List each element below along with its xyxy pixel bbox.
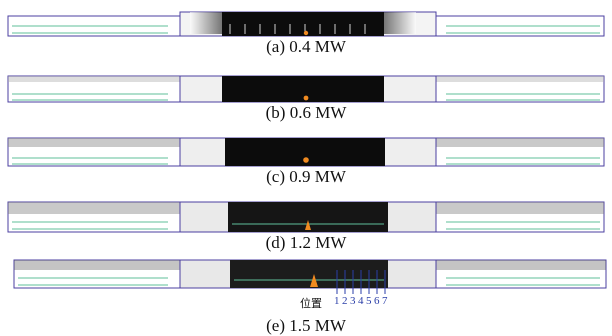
tunnel-smoke-figure-a bbox=[7, 11, 605, 37]
position-number: 3 bbox=[350, 295, 356, 307]
caption-a: (a) 0.4 MW bbox=[266, 37, 346, 56]
position-number: 2 bbox=[342, 295, 348, 307]
panel-a: (a) 0.4 MW bbox=[0, 0, 612, 60]
tunnel-smoke-figure-b bbox=[7, 75, 605, 103]
panel-e: (e) 1.5 MW bbox=[0, 256, 612, 335]
position-number: 7 bbox=[382, 295, 388, 307]
panel-c: (c) 0.9 MW bbox=[0, 130, 612, 190]
position-number: 1 bbox=[334, 295, 340, 307]
caption-e: (e) 1.5 MW bbox=[266, 316, 346, 335]
caption-c: (c) 0.9 MW bbox=[266, 167, 346, 186]
panel-b: (b) 0.6 MW bbox=[0, 66, 612, 126]
tunnel-smoke-figure-c bbox=[7, 137, 605, 167]
tunnel-smoke-figure-e bbox=[13, 259, 607, 294]
position-number: 6 bbox=[374, 295, 380, 307]
fire-source bbox=[303, 157, 309, 163]
jet-fans bbox=[229, 24, 366, 34]
fire-source bbox=[303, 30, 309, 36]
caption-b: (b) 0.6 MW bbox=[265, 103, 347, 122]
position-label: 位置 bbox=[300, 297, 322, 310]
fire-source bbox=[310, 274, 318, 287]
caption-d: (d) 1.2 MW bbox=[265, 233, 347, 252]
fire-source bbox=[303, 95, 309, 101]
panel-d: (d) 1.2 MW bbox=[0, 196, 612, 256]
vehicles-right bbox=[446, 25, 600, 34]
position-number: 5 bbox=[366, 295, 372, 307]
measurement-markers bbox=[336, 270, 386, 294]
tunnel-smoke-figure-d bbox=[7, 201, 605, 233]
vehicles-left bbox=[12, 25, 168, 34]
fire-source bbox=[305, 220, 311, 230]
position-number: 4 bbox=[358, 295, 364, 307]
